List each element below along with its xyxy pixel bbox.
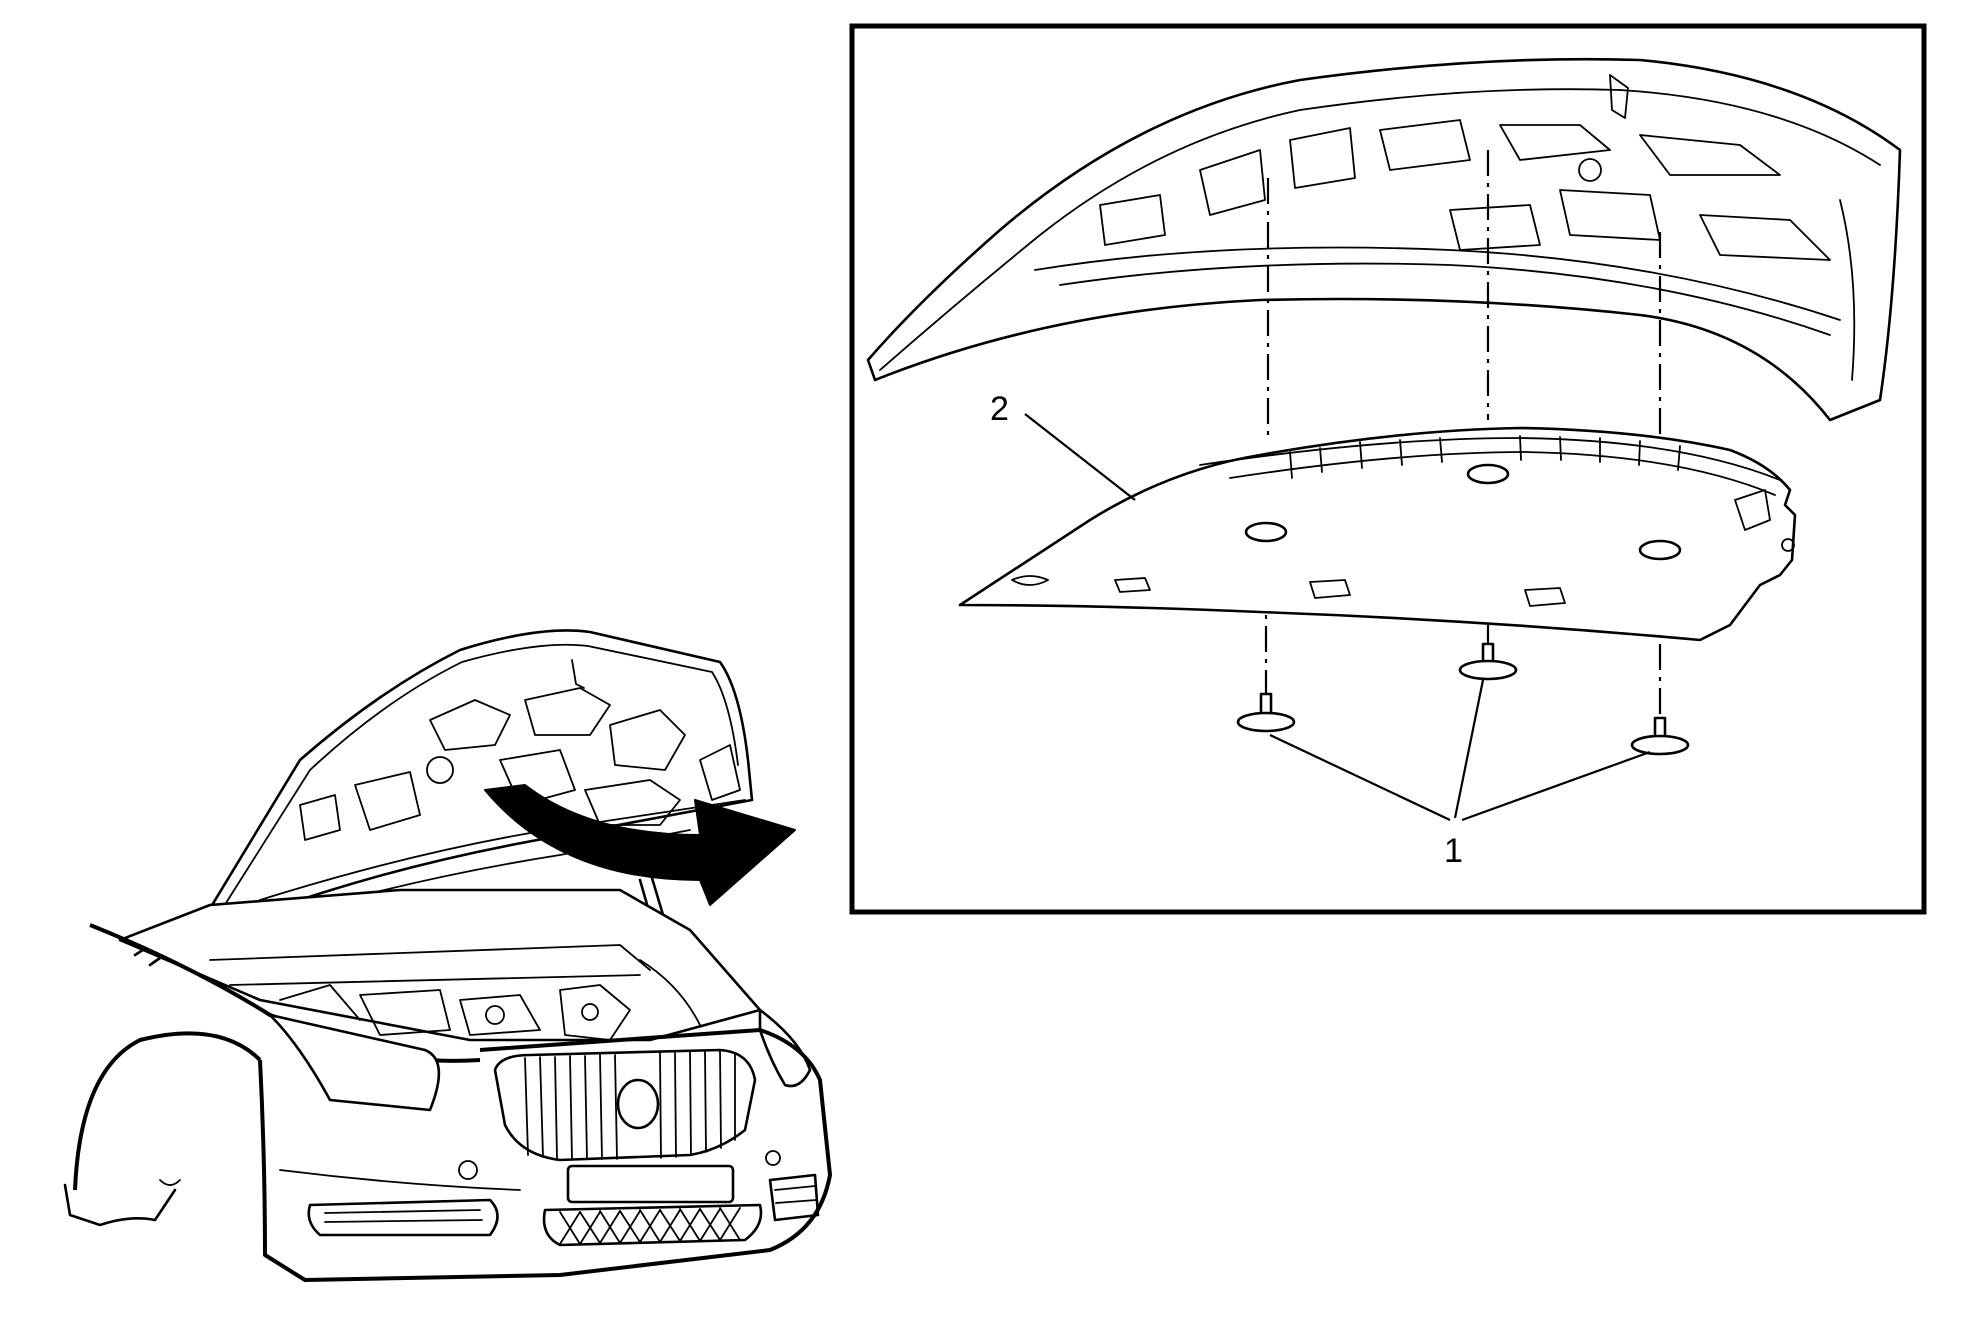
callout-1-leader [1269, 734, 1451, 821]
engine-bay [118, 888, 762, 1042]
callout-1-leader [1461, 750, 1651, 822]
license-plate [566, 1164, 735, 1204]
detail-inset: 1 2 [849, 23, 1927, 915]
push-pin-fastener [1236, 692, 1296, 733]
callout-2-leader [1024, 413, 1136, 501]
body-front [63, 923, 832, 1282]
grille-bars [524, 1050, 736, 1160]
vehicle-front-illustration [63, 629, 832, 1282]
clip-hole [1638, 539, 1682, 561]
push-pin-fastener [1458, 642, 1518, 681]
callout-label-1: 1 [1444, 832, 1463, 870]
clip-hole [1466, 463, 1510, 485]
push-pin-fastener [1630, 716, 1690, 756]
removal-arrow [484, 784, 796, 906]
callout-label-2: 2 [990, 390, 1009, 428]
grille-emblem [616, 1078, 660, 1130]
hood-insulator [958, 426, 1797, 642]
hood-underside [866, 57, 1902, 422]
raised-hood [178, 629, 754, 960]
callout-1-leader [1453, 679, 1485, 819]
clip-hole [1244, 521, 1288, 543]
